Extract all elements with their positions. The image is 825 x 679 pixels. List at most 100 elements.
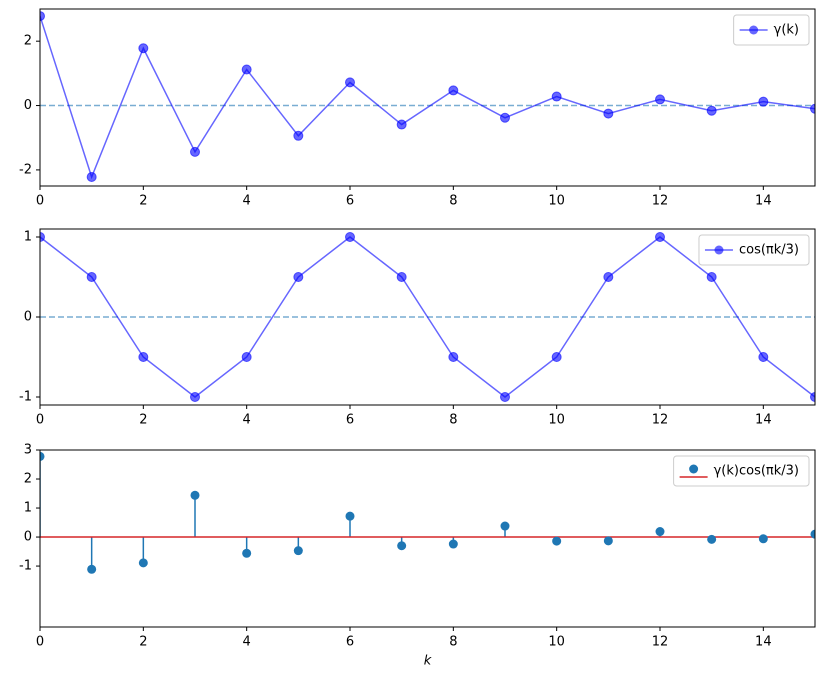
marker	[655, 527, 665, 537]
marker	[138, 558, 148, 568]
plot-area	[40, 232, 815, 402]
marker	[706, 105, 717, 116]
marker	[448, 352, 459, 362]
y-tick-label: 2	[24, 34, 32, 49]
x-tick-label: 8	[449, 413, 457, 428]
subplot: 0 2 4 6 8 10 12 14 -1 0 1 cos(πk/3)	[19, 228, 816, 428]
marker	[603, 536, 613, 546]
marker	[40, 451, 45, 461]
y-tick-label: 1	[24, 230, 32, 245]
marker	[448, 85, 459, 96]
legend-label: γ(k)	[774, 23, 799, 38]
marker	[396, 272, 407, 282]
x-tick-label: 0	[36, 635, 44, 650]
legend-box	[733, 14, 810, 46]
marker	[138, 43, 149, 54]
x-axis-label: k	[424, 654, 432, 669]
x-tick-label: 14	[755, 194, 772, 209]
marker	[810, 103, 815, 114]
marker	[86, 272, 97, 282]
x-tick-label: 0	[36, 194, 44, 209]
x-tick-label: 10	[548, 194, 565, 209]
marker	[448, 539, 458, 549]
marker	[190, 490, 200, 500]
marker	[551, 352, 562, 362]
marker	[603, 108, 614, 119]
marker	[190, 392, 200, 402]
marker	[40, 11, 45, 22]
marker	[242, 548, 252, 558]
marker	[758, 96, 769, 107]
x-tick-label: 6	[346, 635, 354, 650]
marker	[655, 94, 665, 105]
plot-area	[40, 451, 815, 574]
marker	[345, 511, 355, 521]
legend-label: γ(k)cos(πk/3)	[714, 464, 799, 479]
x-tick-label: 6	[346, 194, 354, 209]
x-tick-label: 2	[139, 635, 147, 650]
legend: γ(k)	[733, 14, 810, 46]
x-tick-label: 14	[755, 413, 772, 428]
legend-label: cos(πk/3)	[739, 243, 799, 258]
y-tick-label: 0	[24, 310, 32, 325]
x-tick-label: 4	[243, 413, 251, 428]
marker	[810, 392, 815, 402]
legend-marker	[689, 464, 699, 474]
axes-frame	[39, 449, 816, 628]
y-tick-label: 0	[24, 530, 32, 545]
marker	[500, 392, 510, 402]
marker	[396, 119, 407, 130]
x-tick-label: 0	[36, 413, 44, 428]
x-tick-label: 8	[449, 635, 457, 650]
marker	[40, 232, 45, 242]
x-tick-label: 10	[548, 635, 565, 650]
marker	[500, 112, 510, 123]
legend: cos(πk/3)	[698, 234, 810, 266]
marker	[707, 534, 717, 544]
marker	[345, 77, 355, 88]
legend-box	[698, 234, 810, 266]
x-tick-label: 4	[243, 194, 251, 209]
x-tick-label: 14	[755, 635, 772, 650]
marker	[87, 564, 97, 574]
x-tick-label: 4	[243, 635, 251, 650]
x-tick-label: 10	[548, 413, 565, 428]
y-tick-label: -1	[19, 390, 32, 405]
marker	[706, 272, 717, 282]
legend-marker	[749, 25, 759, 35]
x-tick-label: 2	[139, 194, 147, 209]
x-tick-label: 12	[652, 194, 669, 209]
marker	[758, 352, 769, 362]
subplot: 0 2 4 6 8 10 12 14 -2 0 2 γ(k)	[19, 8, 816, 209]
marker	[552, 536, 562, 546]
marker	[293, 130, 304, 141]
marker	[190, 146, 200, 157]
line	[40, 236, 815, 398]
marker	[241, 64, 252, 75]
y-tick-label: 2	[24, 472, 32, 487]
marker	[345, 232, 355, 242]
x-tick-label: 12	[652, 635, 669, 650]
y-tick-label: -2	[19, 162, 32, 177]
y-tick-label: 1	[24, 501, 32, 516]
x-tick-label: 12	[652, 413, 669, 428]
x-tick-label: 6	[346, 413, 354, 428]
marker	[603, 272, 614, 282]
plot-area	[40, 11, 815, 182]
marker	[138, 352, 149, 362]
axes-frame	[39, 228, 816, 406]
legend-box	[673, 455, 810, 487]
y-tick-label: 0	[24, 98, 32, 113]
legend: γ(k)cos(πk/3)	[673, 455, 810, 487]
x-tick-label: 8	[449, 194, 457, 209]
marker	[758, 534, 768, 544]
marker	[241, 352, 252, 362]
line	[40, 15, 815, 180]
y-tick-label: 3	[24, 443, 32, 458]
marker	[293, 272, 304, 282]
marker	[551, 91, 562, 102]
marker	[810, 529, 815, 539]
